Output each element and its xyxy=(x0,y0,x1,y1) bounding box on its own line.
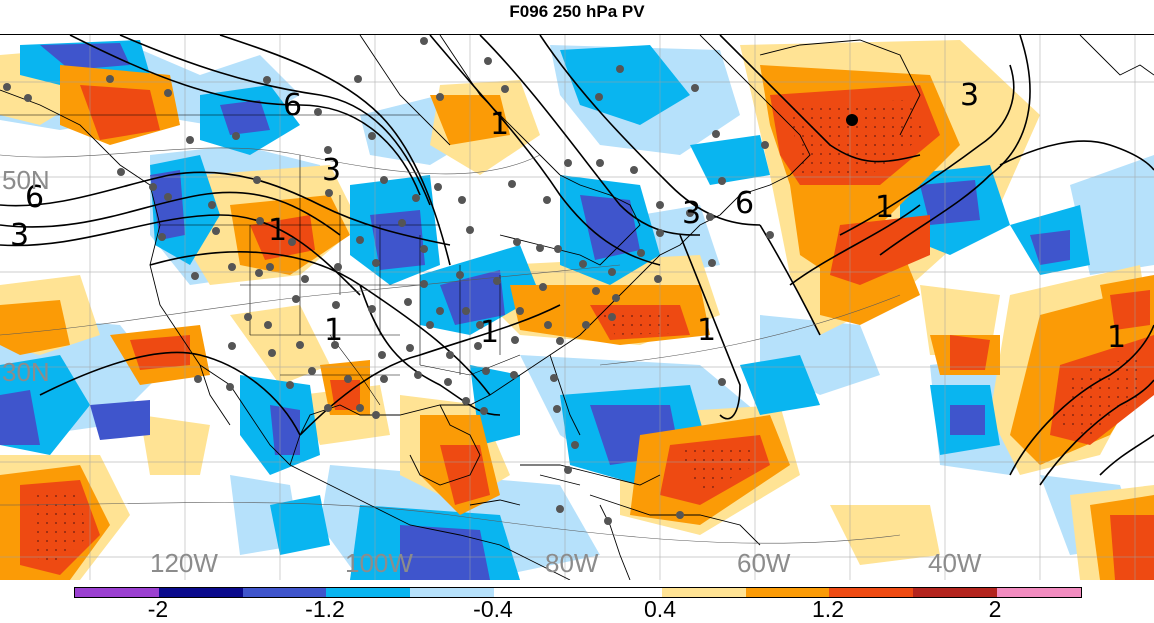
lon-label-40w: 40W xyxy=(928,548,982,578)
pv-anomaly-fill xyxy=(0,40,1154,580)
station-dots xyxy=(3,37,858,525)
contour-label: 1 xyxy=(1107,320,1126,355)
contour-label: 1 xyxy=(490,107,509,142)
graticule xyxy=(0,35,1154,580)
lon-label-60w: 60W xyxy=(737,548,791,578)
map-title: F096 250 hPa PV xyxy=(509,2,645,21)
colorbar-segment xyxy=(661,588,746,597)
colorbar-segment xyxy=(829,588,914,597)
map-panel: 6 6 3 3 1 1 1 1 3 6 1 1 3 1 50N 30N 120W… xyxy=(0,34,1154,580)
pv-thin-contours xyxy=(0,147,901,544)
colorbar-tick-label: -0.4 xyxy=(473,596,513,622)
colorbar-tick-label: -1.2 xyxy=(305,596,345,622)
colorbar-segment xyxy=(913,588,998,597)
contour-label: 6 xyxy=(735,186,754,221)
contour-label: 1 xyxy=(324,313,343,348)
contour-label: 6 xyxy=(25,180,44,215)
colorbar-tick-label: 0.4 xyxy=(644,596,676,622)
colorbar-segment xyxy=(75,588,159,597)
contour-label: 3 xyxy=(322,153,341,188)
colorbar xyxy=(74,587,1082,598)
colorbar-segment xyxy=(577,588,662,597)
colorbar-segment xyxy=(410,588,495,597)
colorbar-segment xyxy=(494,588,578,597)
contour-label: 3 xyxy=(960,78,979,113)
contour-labels: 6 6 3 3 1 1 1 1 3 6 1 1 3 1 xyxy=(10,78,1126,355)
colorbar-segment xyxy=(997,588,1081,597)
contour-label: 1 xyxy=(697,313,716,348)
lon-label-120w: 120W xyxy=(150,548,218,578)
contour-label: 1 xyxy=(875,190,894,225)
pv-contours xyxy=(0,35,1154,486)
lon-label-100w: 100W xyxy=(345,548,413,578)
colorbar-segment xyxy=(745,588,830,597)
lon-label-80w: 80W xyxy=(545,548,599,578)
colorbar-segment xyxy=(326,588,411,597)
colorbar-tick-label: -2 xyxy=(147,596,169,622)
contour-label: 1 xyxy=(480,315,499,350)
lat-label-30n: 30N xyxy=(2,357,50,387)
lat-label-50n: 50N xyxy=(2,165,50,195)
state-borders xyxy=(0,114,521,406)
colorbar-segment xyxy=(158,588,243,597)
pv-map: 6 6 3 3 1 1 1 1 3 6 1 1 3 1 xyxy=(0,35,1154,580)
contour-label: 1 xyxy=(268,213,287,248)
colorbar-tick-label: 2 xyxy=(988,596,1002,622)
colorbar-tick-label: 1.2 xyxy=(812,596,844,622)
colorbar-segment xyxy=(242,588,327,597)
contour-label: 6 xyxy=(283,88,302,123)
contour-label: 3 xyxy=(10,218,29,253)
contour-label: 3 xyxy=(682,196,701,231)
